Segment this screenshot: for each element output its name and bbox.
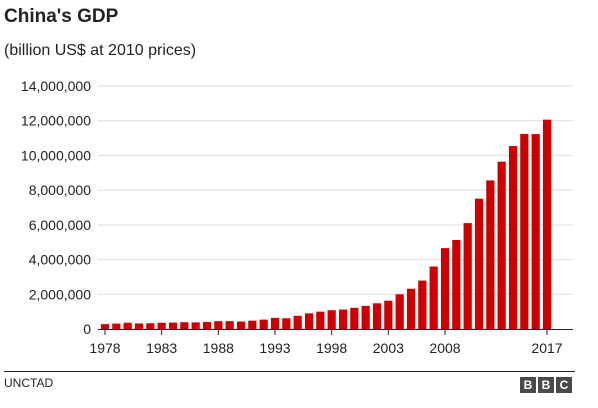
bar-2000 <box>350 307 359 329</box>
y-tick-label: 12,000,000 <box>21 113 91 129</box>
footer-divider <box>4 371 575 372</box>
x-tick-label: 2003 <box>373 340 404 356</box>
bar-2008 <box>440 248 450 329</box>
x-tick-label: 1993 <box>259 340 290 356</box>
bar-1992 <box>259 319 268 329</box>
y-tick-label: 14,000,000 <box>21 78 91 94</box>
bar-1994 <box>282 318 291 329</box>
bars <box>100 119 552 329</box>
bar-2013 <box>497 161 506 329</box>
bar-1979 <box>112 323 121 329</box>
bar-2003 <box>384 300 393 329</box>
bar-1993 <box>270 317 280 329</box>
chart-title: China's GDP <box>4 6 119 27</box>
bar-2006 <box>418 280 427 329</box>
bar-1998 <box>327 310 336 329</box>
bar-1997 <box>316 311 325 329</box>
x-axis-tick-labels: 1978 1983 1988 1993 1998 2003 2008 2017 <box>89 329 563 356</box>
bar-1989 <box>225 321 234 329</box>
bar-2016 <box>531 134 540 329</box>
bar-1996 <box>304 313 314 329</box>
bar-1982 <box>146 323 155 329</box>
y-axis-tick-labels: 0 2,000,000 4,000,000 6,000,000 8,000,000 10,… <box>21 78 91 337</box>
bar-2002 <box>372 303 382 329</box>
bar-1995 <box>293 315 302 329</box>
bar-1985 <box>180 322 189 329</box>
bar-1999 <box>338 309 348 329</box>
chart-subtitle: (billion US$ at 2010 prices) <box>4 42 197 59</box>
bar-2015 <box>520 133 529 329</box>
bar-2007 <box>429 266 438 329</box>
bar-2014 <box>508 146 518 329</box>
bar-2017 <box>542 119 552 329</box>
bar-1988 <box>214 321 223 329</box>
bar-2001 <box>361 305 370 329</box>
x-tick-label: 2008 <box>429 340 460 356</box>
x-tick-label: 1978 <box>89 340 120 356</box>
bar-1981 <box>134 323 144 329</box>
bar-chart: 0 2,000,000 4,000,000 6,000,000 8,000,000 10,… <box>21 78 573 356</box>
bar-1987 <box>202 322 212 329</box>
bar-2005 <box>406 288 416 329</box>
bar-2010 <box>463 223 472 329</box>
x-tick-label: 1983 <box>146 340 177 356</box>
bar-1990 <box>236 321 246 329</box>
bar-1978 <box>100 324 110 329</box>
y-tick-label: 10,000,000 <box>21 147 91 163</box>
bar-2012 <box>486 180 495 329</box>
bar-1986 <box>191 322 200 329</box>
bbc-logo-letter: C <box>556 377 572 393</box>
bar-2011 <box>474 198 484 329</box>
bar-2009 <box>452 239 461 329</box>
y-tick-label: 8,000,000 <box>29 182 91 198</box>
x-tick-label: 1988 <box>203 340 234 356</box>
bar-1980 <box>123 322 132 329</box>
bar-2004 <box>395 294 404 329</box>
bar-1991 <box>248 320 257 329</box>
x-tick-label: 1998 <box>316 340 347 356</box>
bar-1984 <box>168 322 178 329</box>
y-tick-label: 0 <box>83 321 91 337</box>
bbc-logo-letter: B <box>538 377 554 393</box>
bbc-logo-letter: B <box>520 377 536 393</box>
bar-1983 <box>157 322 166 329</box>
x-tick-label: 2017 <box>531 340 562 356</box>
bbc-logo: B B C <box>520 377 572 393</box>
source-label: UNCTAD <box>4 376 54 390</box>
y-tick-label: 4,000,000 <box>29 252 91 268</box>
y-tick-label: 2,000,000 <box>29 286 91 302</box>
y-tick-label: 6,000,000 <box>29 217 91 233</box>
